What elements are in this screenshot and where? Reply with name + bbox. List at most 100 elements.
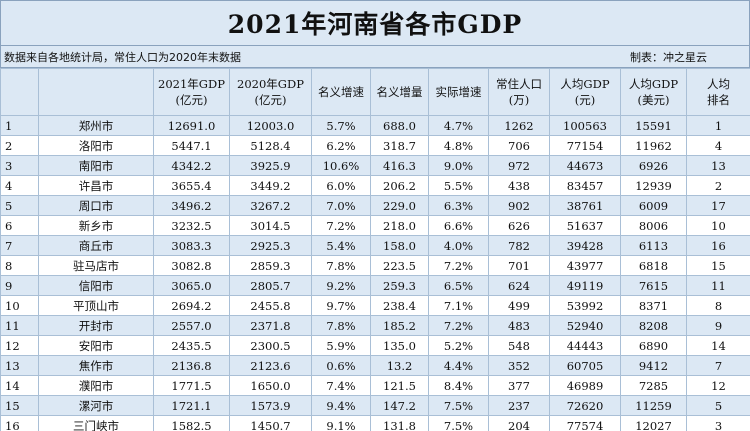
cell-per-capita-cny[interactable]: 77574	[549, 415, 621, 431]
cell-nominal-growth[interactable]: 10.6%	[311, 155, 371, 176]
cell-real-growth[interactable]: 4.0%	[428, 235, 489, 256]
cell-real-growth[interactable]: 4.4%	[428, 355, 489, 376]
table-row[interactable]: 4 许昌市 3655.4 3449.2 6.0% 206.2 5.5% 438 83457 129…	[0, 175, 750, 196]
cell-per-capita-rank[interactable]: 15	[686, 255, 750, 276]
cell-gdp-2021[interactable]: 3232.5	[153, 215, 230, 236]
cell-nominal-growth[interactable]: 7.2%	[311, 215, 371, 236]
cell-per-capita-usd[interactable]: 9412	[620, 355, 687, 376]
cell-per-capita-usd[interactable]: 6926	[620, 155, 687, 176]
cell-per-capita-usd[interactable]: 8006	[620, 215, 687, 236]
cell-index[interactable]: 9	[0, 275, 39, 296]
cell-nominal-increment[interactable]: 121.5	[370, 375, 429, 396]
cell-nominal-growth[interactable]: 7.0%	[311, 195, 371, 216]
cell-city[interactable]: 三门峡市	[38, 415, 154, 431]
cell-city[interactable]: 平顶山市	[38, 295, 154, 316]
cell-nominal-growth[interactable]: 9.2%	[311, 275, 371, 296]
cell-real-growth[interactable]: 5.2%	[428, 335, 489, 356]
table-row[interactable]: 13 焦作市 2136.8 2123.6 0.6% 13.2 4.4% 352 60705 941…	[0, 355, 750, 376]
cell-index[interactable]: 7	[0, 235, 39, 256]
cell-nominal-growth[interactable]: 9.7%	[311, 295, 371, 316]
cell-real-growth[interactable]: 5.5%	[428, 175, 489, 196]
cell-nominal-increment[interactable]: 238.4	[370, 295, 429, 316]
cell-per-capita-usd[interactable]: 6818	[620, 255, 687, 276]
cell-population[interactable]: 237	[488, 395, 550, 416]
cell-gdp-2020[interactable]: 3925.9	[229, 155, 312, 176]
cell-per-capita-rank[interactable]: 1	[686, 115, 750, 136]
cell-nominal-growth[interactable]: 6.0%	[311, 175, 371, 196]
cell-index[interactable]: 14	[0, 375, 39, 396]
cell-per-capita-rank[interactable]: 4	[686, 135, 750, 156]
cell-per-capita-cny[interactable]: 83457	[549, 175, 621, 196]
cell-per-capita-cny[interactable]: 38761	[549, 195, 621, 216]
cell-city[interactable]: 濮阳市	[38, 375, 154, 396]
cell-population[interactable]: 499	[488, 295, 550, 316]
cell-nominal-increment[interactable]: 416.3	[370, 155, 429, 176]
cell-gdp-2021[interactable]: 2557.0	[153, 315, 230, 336]
cell-real-growth[interactable]: 7.1%	[428, 295, 489, 316]
cell-per-capita-usd[interactable]: 6113	[620, 235, 687, 256]
cell-city[interactable]: 安阳市	[38, 335, 154, 356]
cell-gdp-2020[interactable]: 2123.6	[229, 355, 312, 376]
cell-gdp-2021[interactable]: 3496.2	[153, 195, 230, 216]
cell-index[interactable]: 10	[0, 295, 39, 316]
cell-per-capita-cny[interactable]: 44673	[549, 155, 621, 176]
table-row[interactable]: 1 郑州市 12691.0 12003.0 5.7% 688.0 4.7% 1262 10056…	[0, 115, 750, 136]
cell-population[interactable]: 548	[488, 335, 550, 356]
cell-gdp-2020[interactable]: 2300.5	[229, 335, 312, 356]
cell-city[interactable]: 郑州市	[38, 115, 154, 136]
cell-gdp-2021[interactable]: 3083.3	[153, 235, 230, 256]
cell-gdp-2021[interactable]: 4342.2	[153, 155, 230, 176]
cell-population[interactable]: 352	[488, 355, 550, 376]
cell-city[interactable]: 洛阳市	[38, 135, 154, 156]
cell-index[interactable]: 1	[0, 115, 39, 136]
cell-real-growth[interactable]: 7.2%	[428, 255, 489, 276]
cell-city[interactable]: 周口市	[38, 195, 154, 216]
cell-per-capita-rank[interactable]: 10	[686, 215, 750, 236]
cell-per-capita-usd[interactable]: 8208	[620, 315, 687, 336]
cell-nominal-growth[interactable]: 9.1%	[311, 415, 371, 431]
cell-per-capita-cny[interactable]: 52940	[549, 315, 621, 336]
cell-per-capita-usd[interactable]: 6009	[620, 195, 687, 216]
cell-gdp-2020[interactable]: 1573.9	[229, 395, 312, 416]
cell-index[interactable]: 15	[0, 395, 39, 416]
cell-gdp-2020[interactable]: 5128.4	[229, 135, 312, 156]
cell-per-capita-rank[interactable]: 13	[686, 155, 750, 176]
table-row[interactable]: 15 漯河市 1721.1 1573.9 9.4% 147.2 7.5% 237 72620 11…	[0, 395, 750, 416]
cell-real-growth[interactable]: 6.5%	[428, 275, 489, 296]
cell-gdp-2020[interactable]: 2859.3	[229, 255, 312, 276]
cell-index[interactable]: 13	[0, 355, 39, 376]
cell-gdp-2021[interactable]: 3655.4	[153, 175, 230, 196]
cell-real-growth[interactable]: 7.2%	[428, 315, 489, 336]
cell-nominal-increment[interactable]: 223.5	[370, 255, 429, 276]
cell-gdp-2021[interactable]: 1721.1	[153, 395, 230, 416]
cell-city[interactable]: 新乡市	[38, 215, 154, 236]
cell-gdp-2021[interactable]: 1771.5	[153, 375, 230, 396]
cell-gdp-2020[interactable]: 2455.8	[229, 295, 312, 316]
cell-per-capita-rank[interactable]: 17	[686, 195, 750, 216]
cell-nominal-growth[interactable]: 9.4%	[311, 395, 371, 416]
cell-real-growth[interactable]: 7.5%	[428, 415, 489, 431]
table-row[interactable]: 5 周口市 3496.2 3267.2 7.0% 229.0 6.3% 902 38761 600…	[0, 195, 750, 216]
cell-per-capita-usd[interactable]: 7285	[620, 375, 687, 396]
cell-real-growth[interactable]: 6.3%	[428, 195, 489, 216]
cell-nominal-growth[interactable]: 5.4%	[311, 235, 371, 256]
table-row[interactable]: 14 濮阳市 1771.5 1650.0 7.4% 121.5 8.4% 377 46989 72…	[0, 375, 750, 396]
cell-nominal-increment[interactable]: 131.8	[370, 415, 429, 431]
cell-nominal-increment[interactable]: 135.0	[370, 335, 429, 356]
cell-per-capita-rank[interactable]: 9	[686, 315, 750, 336]
cell-city[interactable]: 信阳市	[38, 275, 154, 296]
cell-nominal-increment[interactable]: 147.2	[370, 395, 429, 416]
cell-population[interactable]: 204	[488, 415, 550, 431]
cell-index[interactable]: 12	[0, 335, 39, 356]
cell-nominal-increment[interactable]: 13.2	[370, 355, 429, 376]
cell-per-capita-usd[interactable]: 12939	[620, 175, 687, 196]
cell-per-capita-usd[interactable]: 6890	[620, 335, 687, 356]
table-row[interactable]: 9 信阳市 3065.0 2805.7 9.2% 259.3 6.5% 624 49119 761…	[0, 275, 750, 296]
cell-city[interactable]: 开封市	[38, 315, 154, 336]
cell-index[interactable]: 8	[0, 255, 39, 276]
cell-per-capita-usd[interactable]: 11962	[620, 135, 687, 156]
table-row[interactable]: 11 开封市 2557.0 2371.8 7.8% 185.2 7.2% 483 52940 82…	[0, 315, 750, 336]
cell-per-capita-rank[interactable]: 7	[686, 355, 750, 376]
cell-city[interactable]: 漯河市	[38, 395, 154, 416]
cell-per-capita-cny[interactable]: 44443	[549, 335, 621, 356]
